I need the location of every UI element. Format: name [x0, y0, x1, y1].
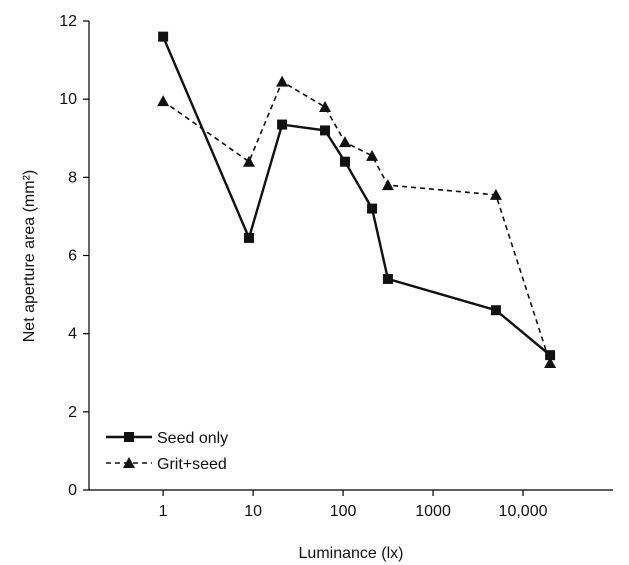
y-tick-label: 4 [68, 326, 77, 343]
data-point-seed-only [490, 305, 501, 316]
legend-marker-grit-seed [123, 457, 135, 468]
legend-marker-seed-only [124, 432, 134, 442]
data-point-grit-seed [242, 155, 255, 167]
series-layer [157, 31, 557, 368]
y-tick-label: 8 [68, 169, 77, 186]
x-tick-label: 1000 [415, 503, 451, 520]
x-tick-label: 10,000 [499, 503, 548, 520]
data-point-grit-seed [544, 356, 557, 368]
legend-label-grit-seed: Grit+seed [157, 456, 227, 473]
y-axis-title: Net aperture area (mm²) [21, 170, 38, 343]
series-seed-only [158, 31, 556, 361]
x-tick-label: 100 [330, 503, 357, 520]
data-point-grit-seed [319, 100, 332, 112]
data-point-grit-seed [157, 95, 170, 107]
data-point-grit-seed [366, 149, 379, 161]
data-point-seed-only [243, 232, 254, 243]
axes [88, 21, 613, 491]
data-point-seed-only [158, 31, 169, 42]
legend: Seed only Grit+seed [106, 430, 228, 473]
x-tick-label: 10 [244, 503, 262, 520]
y-tick-label: 2 [68, 404, 77, 421]
data-point-grit-seed [381, 179, 394, 191]
data-point-seed-only [339, 156, 350, 167]
x-axis-title: Luminance (lx) [299, 545, 404, 562]
y-tick-label: 12 [59, 13, 77, 30]
series-grit-seed [157, 75, 557, 368]
legend-label-seed-only: Seed only [157, 430, 228, 447]
data-point-seed-only [277, 119, 288, 130]
data-point-seed-only [367, 203, 378, 214]
data-point-seed-only [545, 350, 556, 361]
data-point-seed-only [320, 125, 331, 136]
x-ticks: 1 10 100 1000 10,000 [159, 490, 548, 520]
data-point-grit-seed [338, 136, 351, 148]
data-point-seed-only [382, 273, 393, 284]
data-point-grit-seed [276, 75, 289, 87]
y-tick-label: 10 [59, 91, 77, 108]
y-ticks: 0 2 4 6 8 10 12 [59, 13, 89, 499]
y-tick-label: 0 [68, 482, 77, 499]
legend-item-grit-seed: Grit+seed [106, 456, 227, 473]
series-line-grit-seed [162, 80, 551, 364]
legend-item-seed-only: Seed only [106, 430, 228, 447]
y-tick-label: 6 [68, 248, 77, 265]
data-point-grit-seed [489, 188, 502, 200]
x-tick-label: 1 [159, 503, 168, 520]
